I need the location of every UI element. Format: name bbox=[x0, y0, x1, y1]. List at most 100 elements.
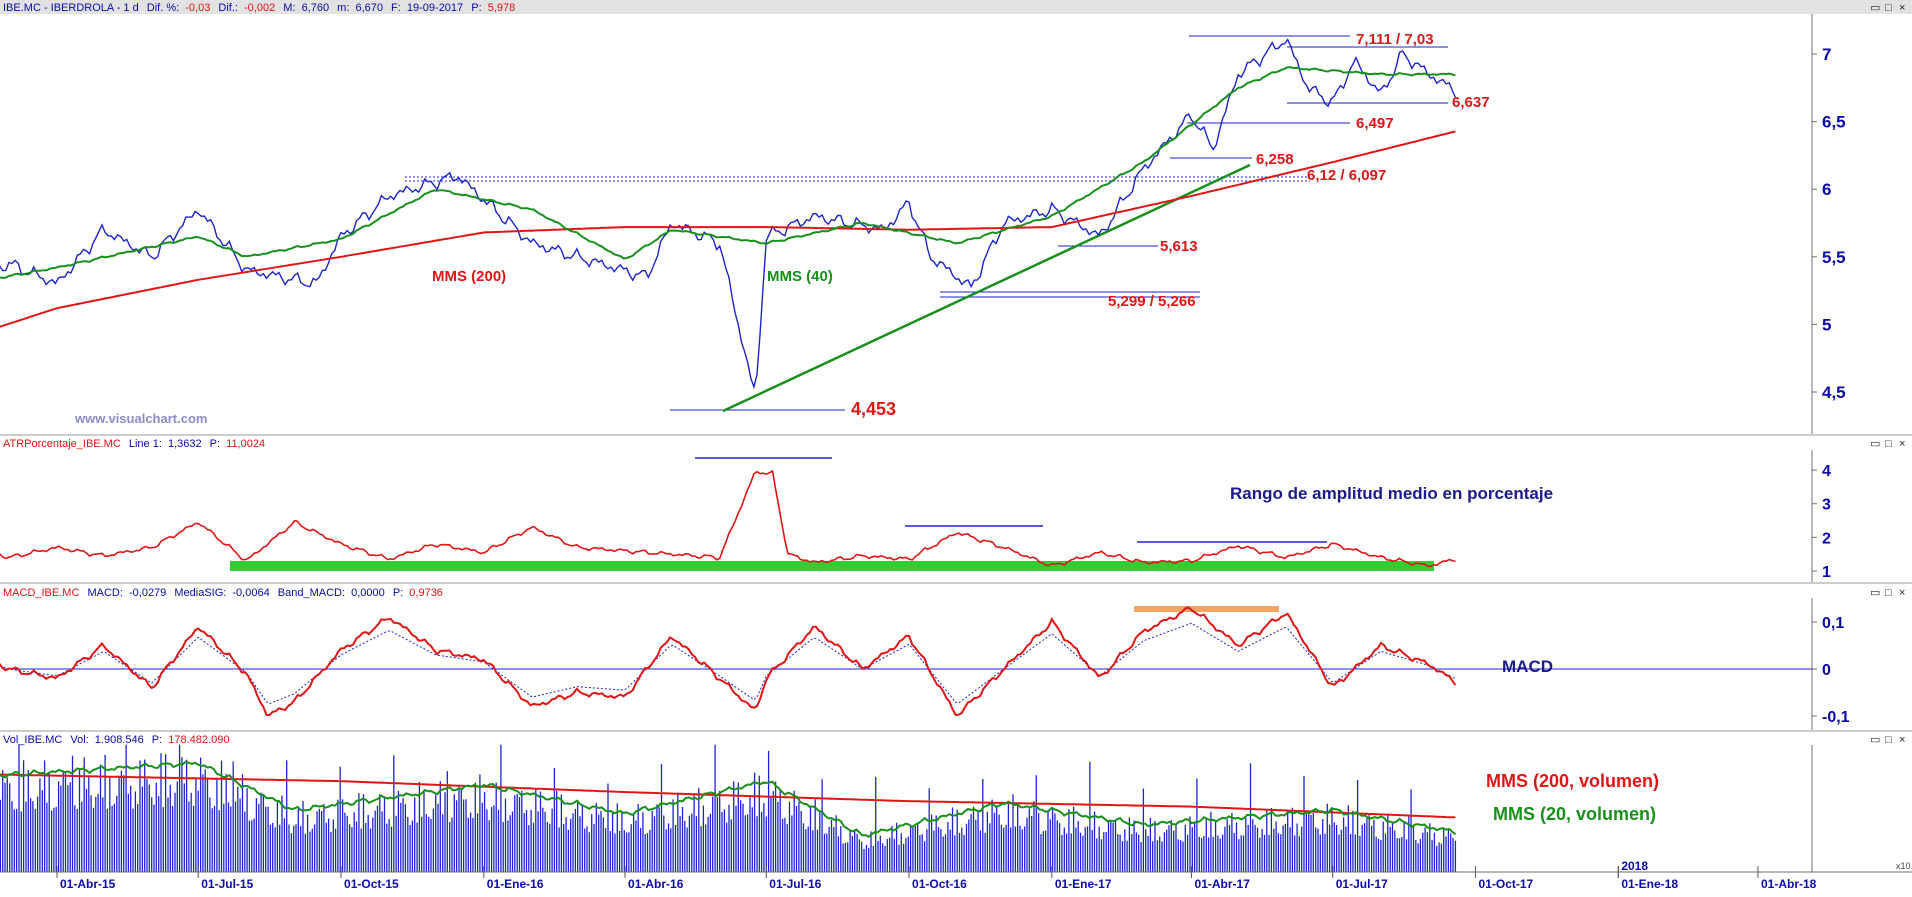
volume-header: Vol_IBE.MC Vol: 1.908.546 P: 178.482.090 bbox=[3, 734, 229, 746]
y-tick-label: 5,5 bbox=[1822, 248, 1846, 267]
atr-annotations bbox=[230, 457, 1434, 571]
price-series bbox=[0, 38, 1457, 390]
volume-minimize-button[interactable]: ▭ bbox=[1870, 734, 1880, 746]
macd-window-buttons: ▭ □ × bbox=[1870, 587, 1905, 599]
atr-series bbox=[0, 469, 1456, 568]
level-label-6497: 6,497 bbox=[1356, 115, 1394, 132]
mms40-line bbox=[0, 66, 1456, 279]
price-header: IBE.MC - IBERDROLA - 1 d Dif. %: -0,03 D… bbox=[3, 2, 515, 14]
atr-header-line: 1,3632 bbox=[168, 438, 202, 450]
atr-y-axis: 1 2 3 4 bbox=[1812, 463, 1831, 581]
level-label-4453: 4,453 bbox=[851, 399, 896, 419]
y-tick-label: 6 bbox=[1822, 180, 1831, 199]
volume-label-mms20: MMS (20, volumen) bbox=[1493, 804, 1656, 824]
atr-header-bar bbox=[0, 436, 1912, 450]
volume-bars bbox=[0, 744, 1457, 872]
price-header-dif: -0,002 bbox=[244, 2, 275, 14]
macd-signal-line bbox=[0, 622, 1456, 705]
price-header-min-label: m: bbox=[337, 2, 349, 14]
x-tick-label: 01-Ene-16 bbox=[487, 877, 544, 891]
y-tick-label: 6,5 bbox=[1822, 113, 1846, 132]
time-axis: 01-Abr-15 01-Jul-15 01-Oct-15 01-Ene-16 01-A… bbox=[0, 859, 1912, 891]
price-header-difpct: -0,03 bbox=[185, 2, 210, 14]
level-label-6258: 6,258 bbox=[1256, 151, 1294, 168]
close-button[interactable]: × bbox=[1899, 2, 1905, 14]
y-tick-label: 0,1 bbox=[1822, 615, 1844, 632]
volume-label-mms200: MMS (200, volumen) bbox=[1486, 771, 1659, 791]
price-header-dif-label: Dif.: bbox=[218, 2, 238, 14]
atr-close-button[interactable]: × bbox=[1899, 438, 1905, 450]
macd-header-macd: -0,0279 bbox=[129, 587, 166, 599]
atr-maximize-button[interactable]: □ bbox=[1885, 438, 1892, 450]
volume-panel: Vol_IBE.MC Vol: 1.908.546 P: 178.482.090… bbox=[0, 730, 1912, 872]
watermark: www.visualchart.com bbox=[74, 411, 207, 426]
macd-series bbox=[0, 606, 1457, 717]
macd-header-p: 0,9736 bbox=[409, 587, 443, 599]
y-tick-label: 5 bbox=[1822, 315, 1831, 334]
x-tick-label: 01-Abr-17 bbox=[1195, 877, 1251, 891]
price-header-p-label: P: bbox=[471, 2, 481, 14]
level-label-5299: 5,299 / 5,266 bbox=[1108, 293, 1196, 310]
volume-series bbox=[0, 760, 1457, 838]
atr-minimize-button[interactable]: ▭ bbox=[1870, 438, 1880, 450]
mms40-label: MMS (40) bbox=[767, 268, 833, 285]
price-header-symbol: IBE.MC - IBERDROLA - 1 d bbox=[3, 2, 139, 14]
price-annotations bbox=[405, 35, 1448, 413]
macd-minimize-button[interactable]: ▭ bbox=[1870, 587, 1880, 599]
atr-panel: ATRPorcentaje_IBE.MC Line 1: 1,3632 P: 1… bbox=[0, 434, 1912, 582]
macd-maximize-button[interactable]: □ bbox=[1885, 587, 1892, 599]
y-tick-label: 7 bbox=[1822, 45, 1831, 64]
volume-header-p-label: P: bbox=[152, 734, 162, 746]
level-label-612: 6,12 / 6,097 bbox=[1307, 167, 1386, 184]
volume-close-button[interactable]: × bbox=[1899, 734, 1905, 746]
macd-header-band-label: Band_MACD: bbox=[278, 587, 345, 599]
y-tick-label: 3 bbox=[1822, 497, 1831, 514]
macd-y-axis: -0,1 0 0,1 bbox=[1812, 615, 1850, 726]
price-header-date: 19-09-2017 bbox=[407, 2, 463, 14]
x-tick-label: 01-Abr-15 bbox=[60, 877, 116, 891]
price-panel: IBE.MC - IBERDROLA - 1 d Dif. %: -0,03 D… bbox=[0, 0, 1912, 434]
macd-close-button[interactable]: × bbox=[1899, 587, 1905, 599]
volume-header-p: 178.482.090 bbox=[168, 734, 229, 746]
volume-header-name: Vol_IBE.MC bbox=[3, 734, 62, 746]
x-tick-label: 01-Oct-15 bbox=[344, 877, 399, 891]
minimize-button[interactable]: ▭ bbox=[1870, 2, 1880, 14]
price-header-bar bbox=[0, 0, 1912, 14]
price-header-min: 6,670 bbox=[355, 2, 383, 14]
y-tick-label: 4,5 bbox=[1822, 383, 1846, 402]
macd-line bbox=[0, 606, 1457, 717]
price-header-p: 5,978 bbox=[488, 2, 516, 14]
price-header-max-label: M: bbox=[283, 2, 295, 14]
maximize-button[interactable]: □ bbox=[1885, 2, 1892, 14]
volume-scale-marker: x10 bbox=[1896, 861, 1911, 871]
x-tick-label: 01-Jul-17 bbox=[1336, 877, 1388, 891]
volume-maximize-button[interactable]: □ bbox=[1885, 734, 1892, 746]
y-tick-label: 4 bbox=[1822, 463, 1831, 480]
macd-header-name: MACD_IBE.MC bbox=[3, 587, 79, 599]
atr-title: Rango de amplitud medio en porcentaje bbox=[1230, 484, 1553, 503]
price-window-buttons: ▭ □ × bbox=[1870, 2, 1905, 14]
macd-header-macd-label: MACD: bbox=[87, 587, 122, 599]
atr-header-p-label: P: bbox=[210, 438, 220, 450]
trend-line bbox=[722, 163, 1251, 413]
volume-window-buttons: ▭ □ × bbox=[1870, 734, 1905, 746]
volume-header-vol: 1.908.546 bbox=[95, 734, 144, 746]
y-tick-label: 1 bbox=[1822, 564, 1831, 581]
price-header-difpct-label: Dif. %: bbox=[147, 2, 179, 14]
mms200-label: MMS (200) bbox=[432, 268, 506, 285]
macd-header-sig-label: MediaSIG: bbox=[174, 587, 226, 599]
x-tick-label: 01-Abr-18 bbox=[1761, 877, 1817, 891]
x-tick-label: 01-Ene-18 bbox=[1621, 877, 1678, 891]
atr-header: ATRPorcentaje_IBE.MC Line 1: 1,3632 P: 1… bbox=[3, 438, 265, 450]
price-level-labels: 7,111 / 7,03 6,637 6,497 6,258 6,12 / 6,097 5… bbox=[432, 31, 1490, 419]
atr-base-band bbox=[230, 561, 1434, 571]
price-y-axis: 4,5 5 5,5 6 6,5 7 bbox=[1812, 45, 1846, 402]
x-tick-label: 01-Abr-16 bbox=[628, 877, 684, 891]
macd-highlight-band bbox=[1134, 606, 1279, 612]
macd-header-band: 0,0000 bbox=[351, 587, 385, 599]
x-tick-label: 01-Jul-15 bbox=[201, 877, 253, 891]
x-tick-label: 01-Oct-17 bbox=[1479, 877, 1534, 891]
y-tick-label: 0 bbox=[1822, 662, 1831, 679]
